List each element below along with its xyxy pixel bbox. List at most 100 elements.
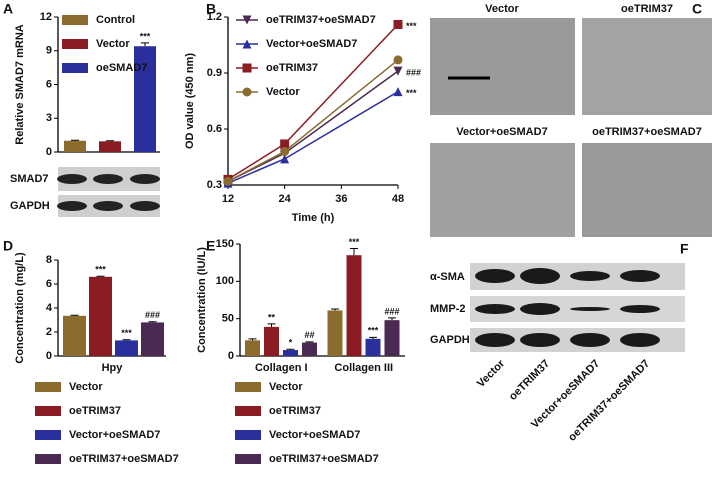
blot-label: α-SMA: [430, 271, 465, 283]
y-tick-label: 4: [46, 302, 53, 314]
bar: [384, 320, 400, 356]
error-bar: [286, 348, 295, 351]
blot-label: SMAD7: [10, 173, 49, 185]
legend-swatch: [235, 454, 261, 464]
error-bar: [106, 140, 114, 142]
x-tick-label: Hpy: [102, 362, 124, 374]
y-tick-label: 0: [46, 350, 52, 362]
blot-band: [570, 271, 610, 281]
bar: [141, 322, 164, 356]
marker: [242, 39, 252, 49]
y-axis-label: OD value (450 nm): [184, 53, 196, 149]
legend-label: oeTRIM37+oeSMAD7: [266, 14, 376, 26]
blot-band: [520, 268, 560, 284]
legend-swatch: [62, 15, 88, 25]
legend-label: Vector+oeSMAD7: [269, 429, 360, 441]
micrograph: [430, 18, 575, 115]
blot-band: [57, 201, 87, 211]
error-bar: [141, 42, 149, 47]
marker: [280, 154, 290, 164]
y-tick-label: 150: [216, 238, 234, 250]
significance: ***: [95, 265, 106, 275]
bar: [245, 340, 260, 356]
blot-band: [475, 304, 515, 314]
blot-band: [570, 307, 610, 311]
marker: [280, 146, 290, 156]
y-tick-label: 50: [222, 313, 234, 325]
lane-label: oeTRIM37+oeSMAD7: [566, 358, 652, 444]
marker: [393, 19, 403, 29]
error-bar: [70, 314, 79, 316]
micrograph-caption: oeTRIM37: [621, 3, 673, 15]
marker: [280, 139, 290, 149]
bar: [99, 141, 121, 152]
legend-label: Control: [96, 14, 135, 26]
blot-band: [570, 333, 610, 347]
significance: *: [289, 338, 293, 348]
y-axis-label: Relative SMAD7 mRNA: [14, 24, 26, 144]
y-tick-label: 8: [46, 254, 52, 266]
error-bar: [331, 308, 339, 311]
panel-label: F: [680, 241, 689, 257]
legend-swatch: [35, 430, 61, 440]
x-tick-label: 48: [392, 193, 404, 205]
error-bar: [248, 338, 257, 341]
legend-label: oeSMAD7: [96, 62, 147, 74]
blot-band: [130, 201, 160, 211]
bar: [264, 326, 279, 356]
blot-band: [475, 333, 515, 347]
error-bar: [388, 317, 396, 321]
blot-band: [57, 174, 87, 184]
micrograph-caption: Vector+oeSMAD7: [456, 126, 547, 138]
bar: [283, 350, 298, 356]
micrograph-caption: Vector: [485, 3, 519, 15]
bar: [346, 255, 362, 356]
y-tick-label: 0: [228, 350, 234, 362]
legend-swatch: [35, 382, 61, 392]
error-bar: [305, 341, 314, 343]
significance: ***: [121, 328, 132, 338]
panel-label: E: [206, 238, 215, 254]
y-tick-label: 0.6: [207, 123, 222, 135]
blot-band: [93, 174, 123, 184]
blot-band: [475, 269, 515, 283]
bar: [365, 338, 381, 356]
blot-band: [620, 305, 660, 313]
legend-label: oeTRIM37: [269, 405, 321, 417]
x-tick-label: 12: [222, 193, 234, 205]
blot-band: [520, 303, 560, 315]
legend-label: Vector+oeSMAD7: [266, 38, 357, 50]
lane-label: Vector: [475, 357, 508, 390]
marker: [223, 176, 233, 186]
error-bar: [369, 336, 377, 339]
y-axis-label: Concentration (IU/L): [196, 247, 208, 353]
micrograph: [582, 143, 712, 237]
bar: [134, 46, 156, 152]
marker: [242, 15, 252, 25]
y-tick-label: 2: [46, 326, 52, 338]
legend-label: oeTRIM37+oeSMAD7: [69, 453, 179, 465]
lane-label: oeTRIM37: [507, 358, 552, 403]
y-tick-label: 0.3: [207, 179, 222, 191]
significance: ***: [349, 237, 360, 247]
y-tick-label: 1.2: [207, 11, 222, 23]
blot-label: MMP-2: [430, 303, 465, 315]
bar: [63, 315, 86, 356]
significance: ###: [406, 68, 421, 78]
blot-band: [620, 333, 660, 347]
micrograph: [582, 18, 712, 115]
significance: ***: [406, 88, 417, 98]
blot-band: [620, 270, 660, 282]
legend-swatch: [35, 454, 61, 464]
y-tick-label: 100: [216, 275, 234, 287]
bar: [64, 140, 86, 152]
blot-label: GAPDH: [430, 334, 470, 346]
x-tick-label: 24: [279, 193, 292, 205]
error-bar: [96, 275, 105, 277]
marker: [393, 66, 403, 76]
micrograph: [430, 143, 575, 237]
y-axis-label: Concentration (mg/L): [14, 252, 26, 364]
y-tick-label: 3: [46, 112, 52, 124]
significance: ***: [140, 31, 151, 41]
